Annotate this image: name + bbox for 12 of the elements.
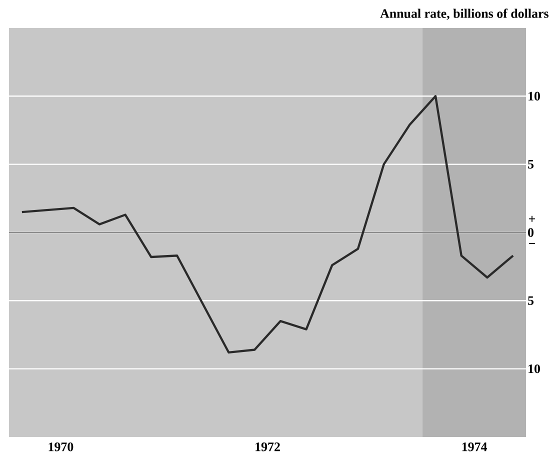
text: − — [529, 243, 536, 244]
y-axis-title: Annual rate, billions of dollars — [380, 8, 548, 20]
x-tick-label: 1972 — [256, 442, 280, 452]
x-tick-label: 1970 — [48, 442, 74, 452]
line-series — [20, 95, 514, 354]
y-tick-label: 5 — [528, 160, 534, 169]
y-tick-label: 10 — [528, 92, 540, 101]
x-tick-label: 1974 — [462, 442, 488, 452]
text: + — [529, 216, 536, 222]
y-tick-label: 10 — [528, 364, 540, 374]
y-tick-label: 0 — [528, 228, 534, 237]
y-tick-label: 5 — [528, 296, 534, 305]
